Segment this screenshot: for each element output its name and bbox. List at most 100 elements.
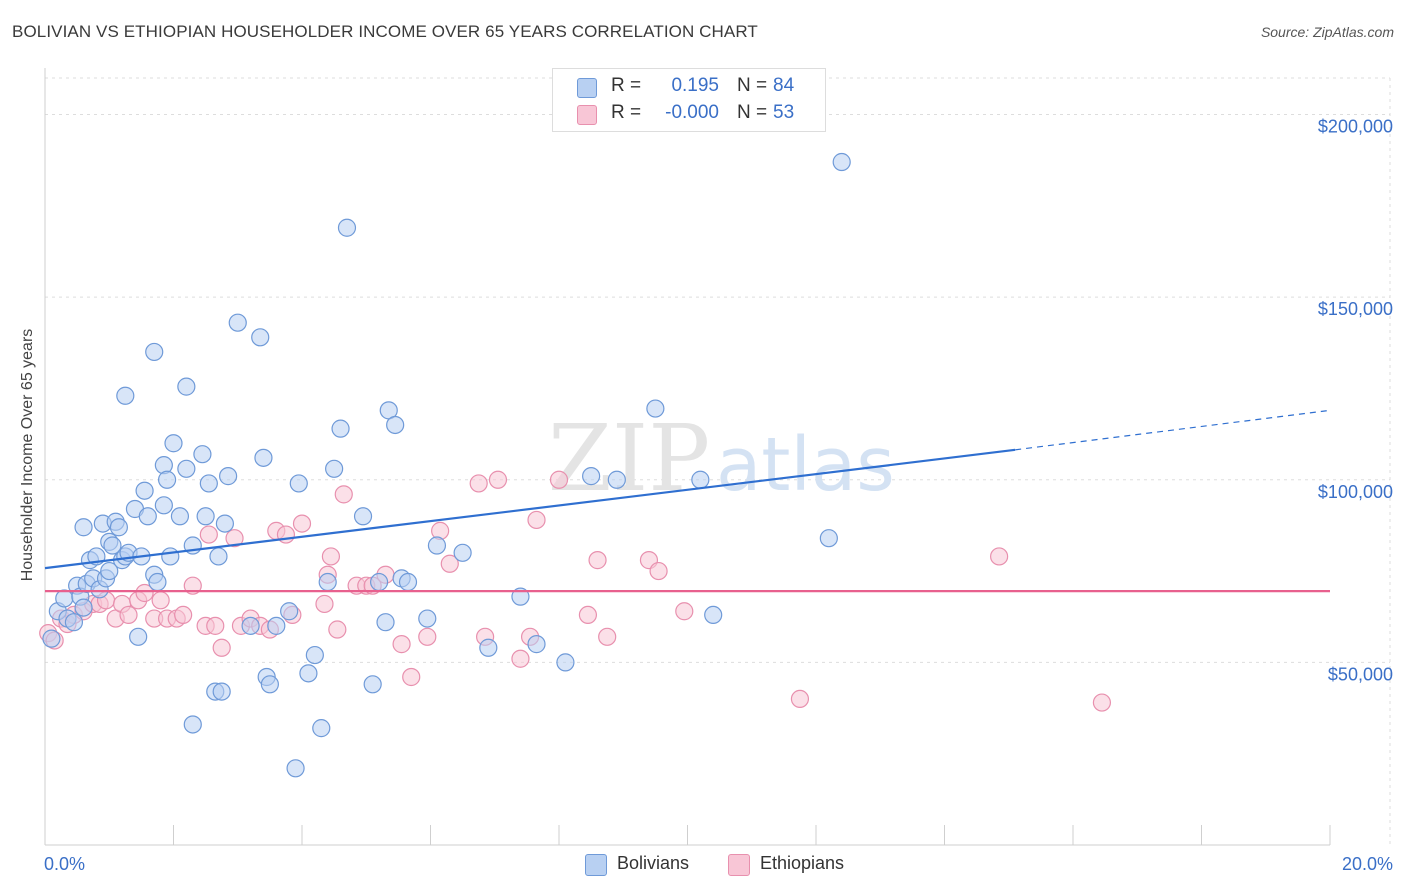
bolivian-point: [453, 543, 472, 562]
ethiopian-point: [790, 689, 810, 709]
bolivian-point: [254, 448, 273, 467]
ethiopian-point: [527, 510, 546, 530]
ethiopian-point: [206, 616, 225, 635]
bolivian-point: [691, 470, 710, 489]
bolivian-point: [109, 518, 128, 537]
watermark: ZIP atlas: [548, 405, 895, 512]
bolivian-point: [427, 536, 447, 555]
y-tick-label: $50,000: [1328, 664, 1393, 684]
legend-series: Bolivians Ethiopians: [0, 852, 1406, 878]
ethiopian-point: [469, 474, 488, 493]
bolivian-point: [209, 547, 228, 566]
n-value: 84: [773, 75, 795, 96]
bolivian-point: [299, 664, 318, 683]
bolivian-point: [154, 496, 173, 515]
bolivian-point: [170, 507, 190, 526]
bolivian-point: [582, 467, 601, 486]
bolivian-point: [646, 399, 665, 418]
bolivian-point: [556, 653, 575, 672]
legend-row-bolivians: R = 0.195 N = 84: [553, 73, 825, 99]
ethiopian-point: [402, 667, 421, 687]
ethiopians-swatch: [728, 854, 750, 876]
bolivian-point: [511, 587, 530, 606]
bolivian-point: [267, 616, 286, 635]
ethiopian-point: [440, 554, 459, 573]
bolivian-point: [145, 342, 164, 362]
bolivian-point: [228, 313, 247, 332]
legend-row-ethiopians: R = -0.000 N = 53: [553, 100, 825, 126]
bolivian-point: [103, 536, 122, 555]
r-value: 0.195: [671, 75, 719, 96]
x-tick-label: 0.0%: [44, 854, 85, 874]
bolivian-point: [289, 474, 308, 493]
n-value: 53: [773, 102, 795, 123]
chart-source: Source: ZipAtlas.com: [1260, 24, 1394, 40]
bolivian-point: [527, 635, 546, 654]
bolivian-point: [280, 602, 299, 621]
bolivian-point: [219, 467, 238, 486]
ethiopian-point: [315, 594, 334, 614]
ethiopian-point: [511, 649, 530, 668]
gridlines: [45, 77, 1391, 845]
bolivian-point: [363, 675, 382, 694]
bolivian-point: [157, 470, 177, 489]
watermark-zip: ZIP: [548, 405, 710, 512]
ethiopian-point: [151, 591, 170, 610]
r-value: -0.000: [665, 102, 719, 123]
bolivian-point: [704, 605, 723, 625]
ethiopian-point: [292, 514, 312, 533]
bolivian-point: [129, 627, 148, 646]
n-label: N =: [737, 75, 768, 96]
bolivian-point: [135, 481, 154, 500]
bolivians-swatch: [577, 78, 597, 98]
ethiopian-point: [392, 635, 411, 654]
bolivian-point: [199, 474, 218, 493]
series-bolivians: [42, 152, 851, 778]
bolivian-point: [74, 598, 93, 617]
bolivian-point: [386, 415, 405, 435]
legend-stats: R = 0.195 N = 84 R = -0.000 N = 53: [552, 68, 826, 132]
bolivian-point: [325, 459, 344, 478]
y-tick-labels: $50,000 $100,000 $150,000 $200,000: [1318, 117, 1393, 685]
bolivian-point: [260, 675, 279, 694]
ethiopian-point: [212, 638, 231, 657]
bolivian-point: [607, 470, 626, 489]
bolivian-point: [183, 715, 202, 734]
y-tick-label: $200,000: [1318, 117, 1393, 137]
bolivian-point: [398, 572, 418, 592]
bolivian-point: [353, 507, 373, 526]
bolivian-point: [251, 328, 270, 347]
bolivian-point: [116, 386, 135, 405]
y-tick-label: $100,000: [1318, 482, 1393, 502]
ethiopian-point: [990, 547, 1009, 566]
bolivian-point: [138, 507, 157, 526]
bolivian-point: [819, 529, 838, 548]
bolivian-point: [286, 759, 305, 778]
y-axis-title: Householder Income Over 65 years: [19, 329, 36, 582]
ethiopian-point: [1092, 693, 1112, 712]
bolivian-point: [215, 514, 234, 533]
bolivian-point: [193, 445, 212, 464]
bolivian-point: [74, 518, 93, 537]
r-label: R =: [611, 102, 642, 123]
bolivian-point: [64, 613, 84, 632]
bolivian-point: [177, 377, 196, 396]
bolivian-point: [376, 613, 395, 632]
r-label: R =: [611, 75, 642, 96]
ethiopians-swatch: [577, 105, 597, 125]
ethiopian-point: [135, 583, 154, 603]
bolivian-point: [212, 682, 231, 701]
watermark-atlas: atlas: [716, 422, 895, 508]
ethiopian-point: [578, 605, 598, 625]
ethiopian-point: [183, 576, 202, 595]
bolivian-point: [161, 547, 180, 566]
y-tick-label: $150,000: [1318, 299, 1393, 319]
bolivian-point: [177, 459, 196, 478]
bolivian-trend-line: [44, 448, 1016, 570]
bolivian-point: [148, 572, 167, 592]
bolivian-point: [42, 629, 61, 648]
bolivian-point: [318, 572, 337, 592]
bolivian-point: [312, 719, 331, 738]
bolivian-point: [305, 645, 324, 665]
